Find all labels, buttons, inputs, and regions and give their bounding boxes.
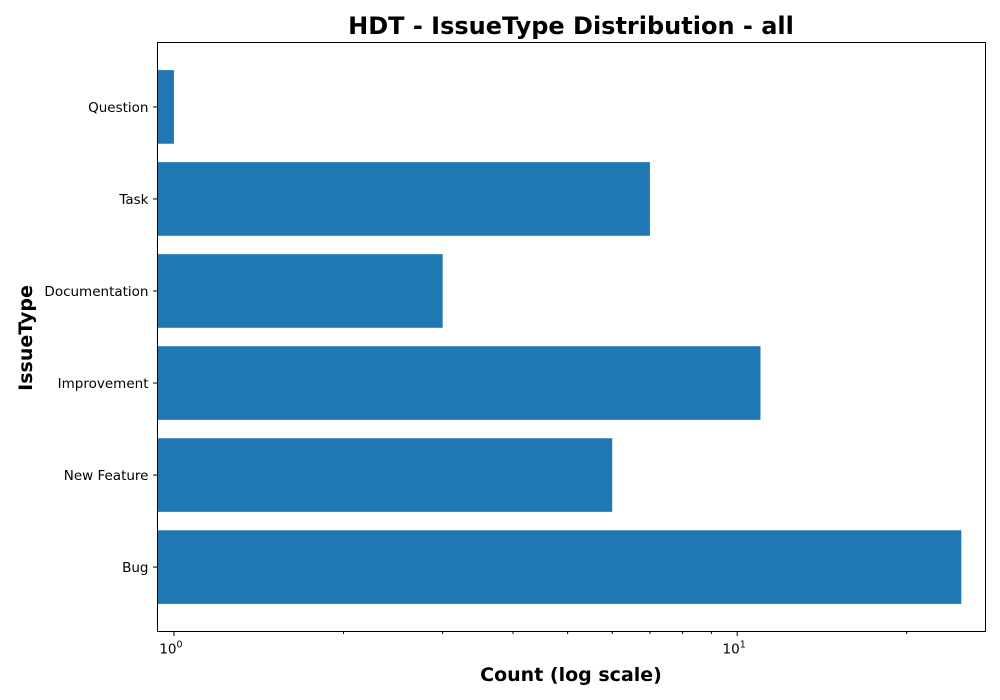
x-ticks-group: 100 101 bbox=[159, 631, 908, 658]
bar-documentation bbox=[157, 254, 443, 328]
chart-title: HDT - IssueType Distribution - all bbox=[348, 12, 794, 40]
bars-group bbox=[157, 70, 962, 604]
bar-bug bbox=[157, 530, 962, 604]
x-tick-label: 101 bbox=[723, 640, 746, 658]
y-tick-label: Improvement bbox=[58, 376, 149, 392]
y-tick-label: Bug bbox=[122, 560, 148, 576]
bar-improvement bbox=[157, 346, 761, 420]
y-tick-label: Question bbox=[88, 100, 148, 116]
x-axis-label: Count (log scale) bbox=[480, 664, 662, 686]
bar-new-feature bbox=[157, 438, 613, 512]
y-ticks-group: Bug New Feature Improvement Documentation Ta… bbox=[44, 100, 158, 576]
y-tick-label: Documentation bbox=[44, 284, 148, 300]
x-tick-label: 100 bbox=[159, 640, 182, 658]
bar-question bbox=[157, 70, 174, 144]
y-axis-label: IssueType bbox=[15, 285, 37, 391]
plot-frame bbox=[157, 42, 986, 632]
y-tick-label: New Feature bbox=[64, 468, 149, 484]
y-tick-label: Task bbox=[118, 192, 148, 208]
bar-task bbox=[157, 162, 650, 236]
